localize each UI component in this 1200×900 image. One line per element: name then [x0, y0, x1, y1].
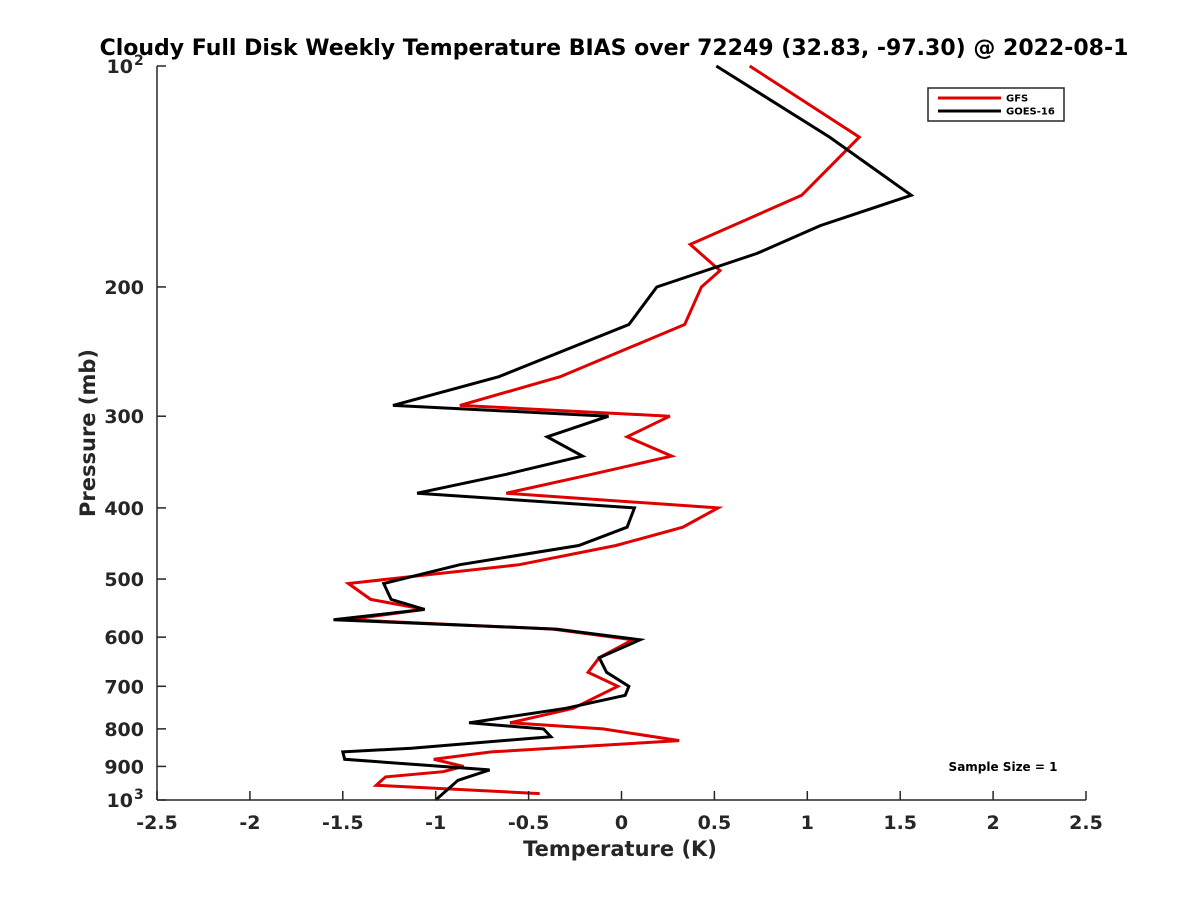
legend-entry: GFS — [1006, 94, 1028, 105]
y-tick-label: 900 — [104, 756, 144, 778]
x-tick-label: 1 — [801, 812, 814, 834]
y-tick-exponent: 2 — [134, 53, 144, 69]
x-tick-label: 2 — [986, 812, 999, 834]
x-axis: -2.5 -2 -1.5 -1 -0.5 0 0.5 1 1.5 2 2.5 — [136, 791, 1103, 834]
y-tick-label: 500 — [104, 569, 144, 591]
x-tick-label: -1 — [425, 812, 446, 834]
x-axis-label: Temperature (K) — [523, 837, 717, 861]
x-tick-label: 0.5 — [698, 812, 732, 834]
legend: GFS GOES-16 — [927, 87, 1065, 122]
x-tick-label: -1.5 — [322, 812, 364, 834]
series-line-goes-16 — [333, 64, 915, 802]
legend-entry: GOES-16 — [1006, 107, 1055, 118]
y-axis-label: Pressure (mb) — [76, 349, 100, 517]
y-tick-label: 300 — [104, 406, 144, 428]
y-tick-label: 400 — [104, 498, 144, 520]
series-line-gfs — [344, 64, 862, 796]
series-layer — [333, 64, 915, 802]
y-tick-label: 700 — [104, 676, 144, 698]
x-tick-label: -0.5 — [508, 812, 550, 834]
y-tick-label: 10 — [107, 56, 133, 78]
x-tick-label: 2.5 — [1069, 812, 1103, 834]
plot-area: -2.5 -2 -1.5 -1 -0.5 0 0.5 1 1.5 2 2.5 10 220030040… — [104, 53, 1103, 834]
y-tick-label: 800 — [104, 719, 144, 741]
x-tick-label: 0 — [615, 812, 628, 834]
sample-size-annotation: Sample Size = 1 — [949, 760, 1058, 774]
y-tick-label: 600 — [104, 627, 144, 649]
y-tick-label: 200 — [104, 277, 144, 299]
x-tick-label: 1.5 — [883, 812, 917, 834]
legend-box — [927, 87, 1065, 122]
chart-title: Cloudy Full Disk Weekly Temperature BIAS… — [100, 36, 1129, 61]
x-tick-label: -2 — [239, 812, 260, 834]
y-tick-label: 10 — [107, 790, 133, 812]
x-tick-label: -2.5 — [136, 812, 178, 834]
y-tick-exponent: 3 — [134, 787, 144, 803]
